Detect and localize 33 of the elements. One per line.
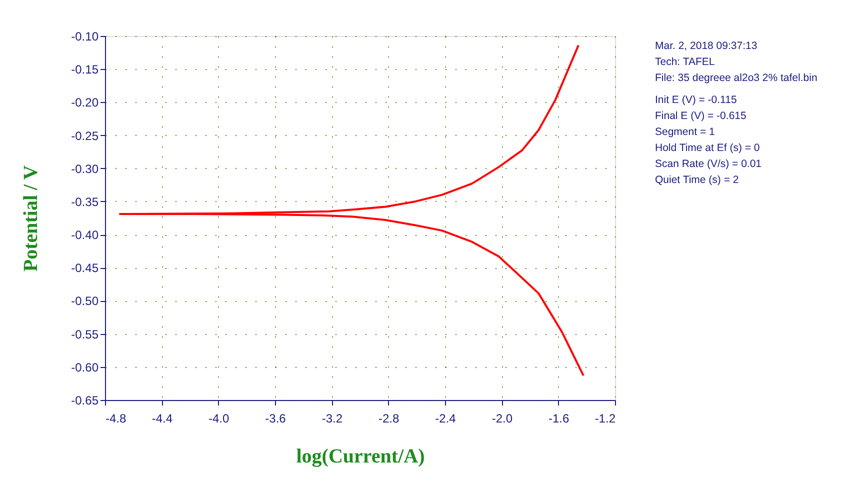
- x-tick-label: -4.0: [208, 412, 230, 426]
- y-tick-label: -0.55: [71, 327, 99, 342]
- text: Scan Rate (V/s) = 0.01: [655, 158, 762, 170]
- x-tick-label: -1.6: [548, 412, 570, 426]
- x-tick-label: -3.6: [265, 412, 286, 426]
- x-tick-label: -2.4: [435, 412, 456, 426]
- y-tick-label: -0.10: [71, 30, 99, 44]
- y-tick-label: -0.60: [71, 360, 99, 374]
- x-tick-label: -3.2: [322, 412, 343, 426]
- text: Mar. 2, 2018 09:37:13: [655, 40, 758, 52]
- x-tick-label: -1.2: [594, 412, 616, 426]
- y-tick-label: -0.15: [71, 62, 99, 77]
- y-tick-label: -0.50: [71, 294, 99, 308]
- text: Final E (V) = -0.615: [655, 110, 746, 122]
- x-tick-label: -2.8: [378, 412, 400, 426]
- text: File: 35 degreee al2o3 2% tafel.bin: [655, 72, 818, 84]
- x-tick-label: -4.8: [106, 412, 127, 426]
- x-tick-label: -2.0: [492, 412, 513, 426]
- y-tick-label: -0.45: [71, 261, 99, 276]
- y-tick-label: -0.65: [71, 394, 99, 408]
- text: Segment = 1: [655, 126, 715, 138]
- text: Hold Time at Ef (s) = 0: [655, 142, 760, 154]
- y-tick-label: -0.20: [71, 96, 99, 110]
- x-axis-title: log(Current/A): [296, 446, 425, 468]
- y-tick-label: -0.25: [71, 128, 99, 143]
- x-tick-label: -4.4: [152, 412, 173, 426]
- y-axis-title: Potential / V: [20, 164, 42, 272]
- text: Quiet Time (s) = 2: [655, 174, 739, 186]
- y-tick-label: -0.30: [71, 162, 99, 176]
- y-tick-label: -0.40: [71, 228, 99, 242]
- y-tick-label: -0.35: [71, 194, 99, 209]
- text: Init E (V) = -0.115: [655, 94, 737, 106]
- text: Tech: TAFEL: [655, 56, 715, 68]
